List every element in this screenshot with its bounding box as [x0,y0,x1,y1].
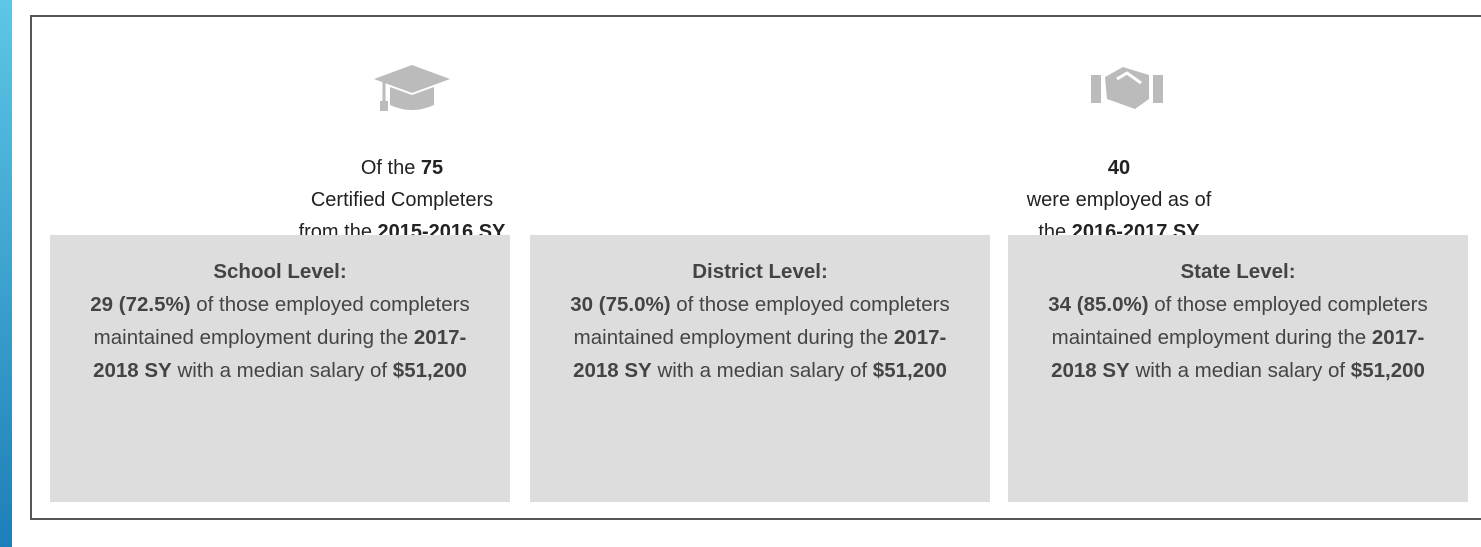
handshake-icon [1091,67,1163,109]
year: 2017-2018 SY [1051,326,1425,382]
salary: $51,200 [872,359,947,382]
lead: 30 (75.0%) [570,293,671,316]
side-strip [0,0,12,547]
panel-title: District Level: [692,260,828,283]
panel-title: School Level: [213,260,347,283]
text: of those employed completers maintained … [573,293,950,349]
level-panel: State Level: 34 (85.0%) of those employed… [1008,235,1468,502]
level-panel: District Level: 30 (75.0%) of those emplo… [530,235,990,502]
completers-block: Of the 75 Certified Completers from the … [172,152,632,248]
salary: $51,200 [1350,359,1425,382]
employed-block: 40 were employed as of the 2016-2017 SY [889,152,1349,248]
year: 2017-2018 SY [573,326,947,382]
text: of those employed completers maintained … [93,293,470,349]
graduation-cap-icon [374,65,450,111]
lead: 29 (72.5%) [90,293,191,316]
salary: $51,200 [392,359,467,382]
text: were employed as of [1026,189,1212,211]
text: with a median salary of [177,359,388,382]
frame: Of the 75 Certified Completers from the … [30,15,1481,520]
level-panel: School Level: 29 (72.5%) of those employe… [50,235,510,502]
count: 40 [1107,157,1131,179]
lead: 34 (85.0%) [1048,293,1149,316]
year: 2017-2018 SY [93,326,467,382]
text: with a median salary of [657,359,868,382]
text: with a median salary of [1135,359,1346,382]
text: Certified Completers [310,189,494,211]
count: 75 [420,157,444,179]
text: of those employed completers maintained … [1051,293,1428,349]
text: Of the [360,157,416,179]
panel-title: State Level: [1180,260,1296,283]
